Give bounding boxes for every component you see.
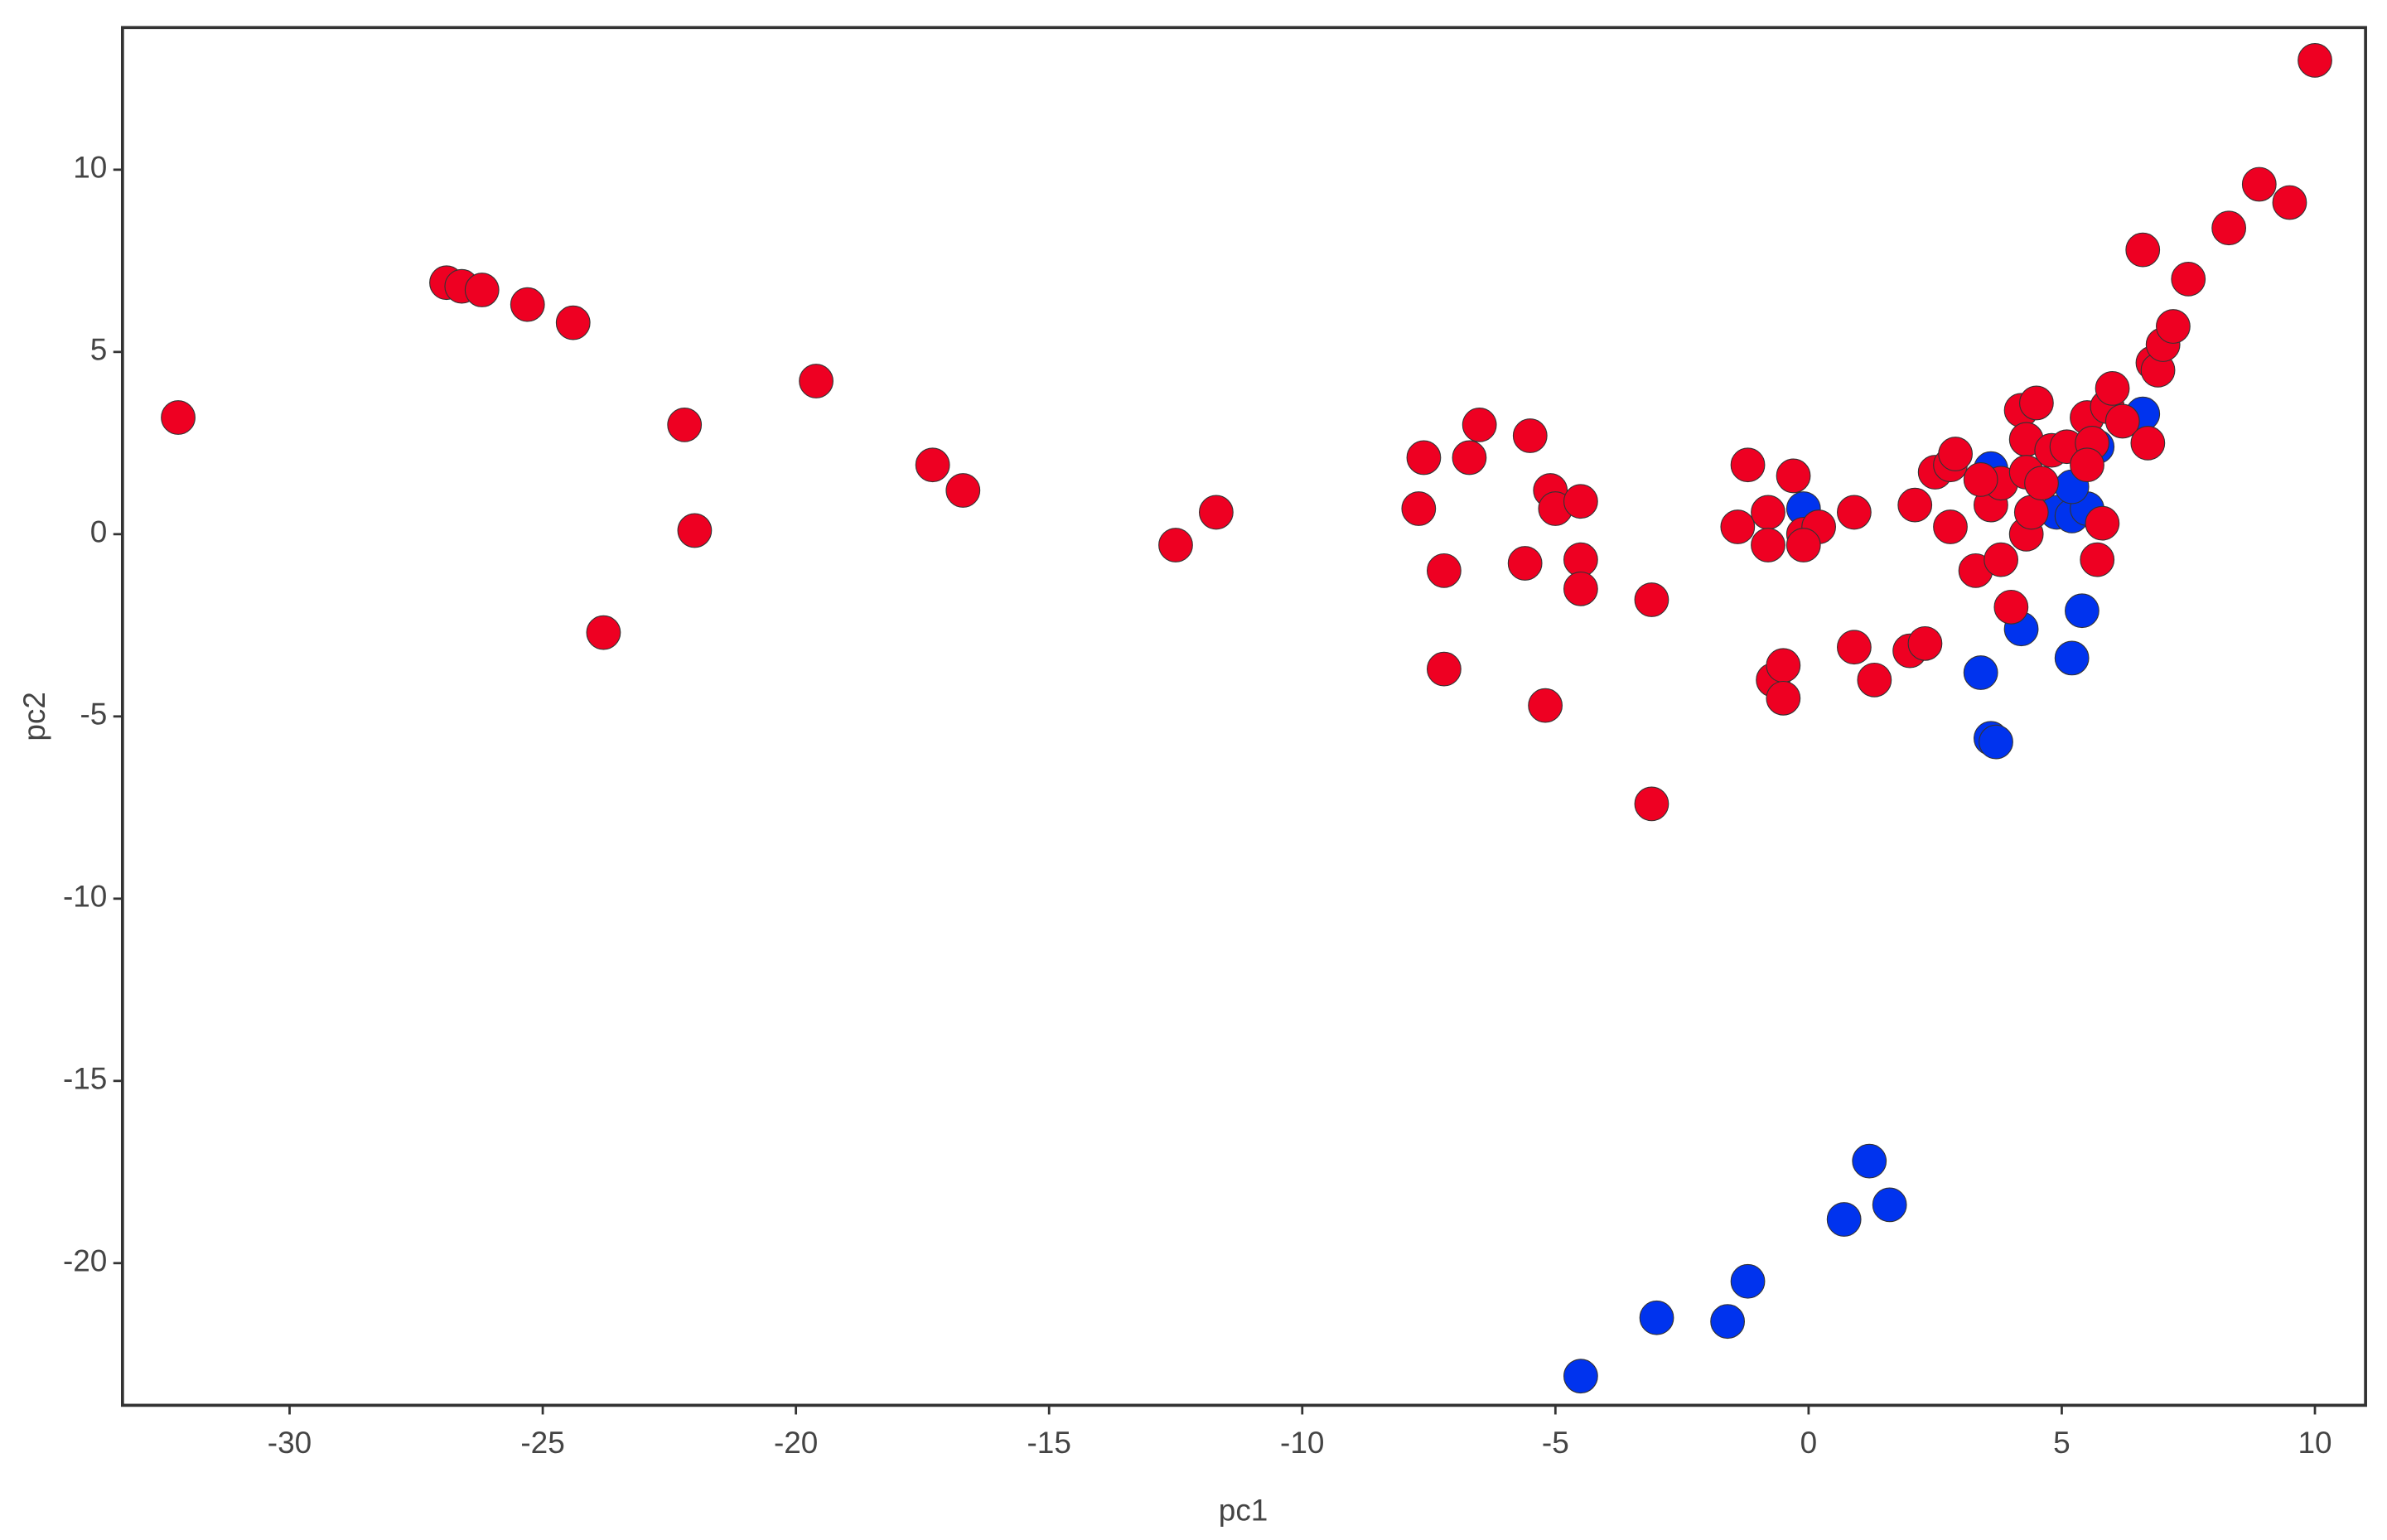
point [1984, 542, 2018, 577]
point [1993, 589, 2029, 625]
point [1462, 407, 1497, 442]
point [1563, 542, 1598, 577]
y-tick-label: -20 [63, 1244, 107, 1278]
point [2070, 447, 2104, 483]
point [2065, 593, 2099, 629]
point [2211, 210, 2247, 246]
x-tick-label: -25 [520, 1426, 564, 1460]
point [1198, 495, 1234, 530]
point [2156, 309, 2191, 344]
point [677, 513, 713, 548]
point [1852, 1143, 1887, 1179]
point [1639, 1300, 1674, 1335]
x-axis-label: pc1 [1219, 1494, 1268, 1528]
point [1776, 458, 1811, 494]
y-tick-label: -15 [63, 1062, 107, 1096]
point [2013, 495, 2049, 530]
point [1907, 625, 1943, 661]
y-tick-label: 10 [73, 151, 107, 185]
y-axis-label: pc2 [17, 692, 51, 741]
point [2272, 185, 2307, 220]
point [2241, 167, 2277, 202]
point [464, 273, 500, 307]
point [2298, 42, 2332, 78]
x-tick-label: -5 [1542, 1426, 1569, 1460]
point [1730, 447, 1766, 483]
y-tick-label: 0 [90, 515, 108, 549]
point [2085, 505, 2120, 541]
x-tick-label: 10 [2298, 1426, 2331, 1460]
point [1897, 487, 1933, 523]
point [1837, 495, 1872, 530]
x-tick-label: -10 [1280, 1426, 1324, 1460]
point [1563, 1359, 1598, 1394]
point [1406, 440, 1442, 476]
point [1710, 1304, 1745, 1340]
point [945, 473, 981, 508]
point [2019, 385, 2054, 421]
point [1938, 437, 1973, 471]
y-tick-label: -5 [80, 698, 108, 731]
point [1401, 491, 1437, 526]
point [2054, 640, 2090, 676]
point [1158, 528, 1193, 562]
point [1963, 655, 1998, 690]
x-tick-label: -30 [268, 1426, 312, 1460]
point [799, 364, 834, 398]
point [586, 615, 621, 650]
point [1837, 630, 1872, 665]
point [1872, 1187, 1907, 1223]
point [1751, 528, 1785, 562]
point [1452, 440, 1487, 476]
point [1563, 484, 1598, 519]
point [1507, 546, 1543, 581]
point [667, 407, 703, 442]
point [1979, 724, 2013, 760]
x-tick-label: 0 [1800, 1426, 1818, 1460]
point [1512, 418, 1548, 453]
point [915, 447, 950, 483]
point [1826, 1202, 1862, 1237]
point [1426, 651, 1462, 687]
point [1634, 582, 1669, 617]
point [1634, 786, 1669, 822]
point [161, 400, 196, 435]
point [1563, 571, 1598, 606]
point [555, 305, 591, 340]
y-tick-label: -10 [63, 880, 107, 914]
point [1426, 553, 1462, 588]
point [510, 287, 545, 322]
point [2024, 466, 2059, 501]
point [2104, 403, 2140, 439]
point [1751, 495, 1785, 530]
point [1933, 509, 1968, 544]
point [2171, 261, 2206, 297]
point [1963, 461, 1998, 497]
point [1766, 680, 1801, 716]
point [1857, 662, 1892, 698]
point [1766, 648, 1801, 683]
y-tick-label: 5 [90, 333, 108, 367]
point [1730, 1263, 1766, 1299]
point [2095, 370, 2130, 406]
x-tick-label: -20 [774, 1426, 818, 1460]
point [1785, 528, 1821, 562]
point [2125, 232, 2161, 268]
x-tick-label: -15 [1027, 1426, 1071, 1460]
point [1528, 688, 1563, 723]
x-tick-label: 5 [2053, 1426, 2071, 1460]
point [1720, 509, 1756, 544]
point [2130, 425, 2166, 461]
point [2080, 542, 2115, 577]
plot-frame [120, 26, 2367, 1407]
